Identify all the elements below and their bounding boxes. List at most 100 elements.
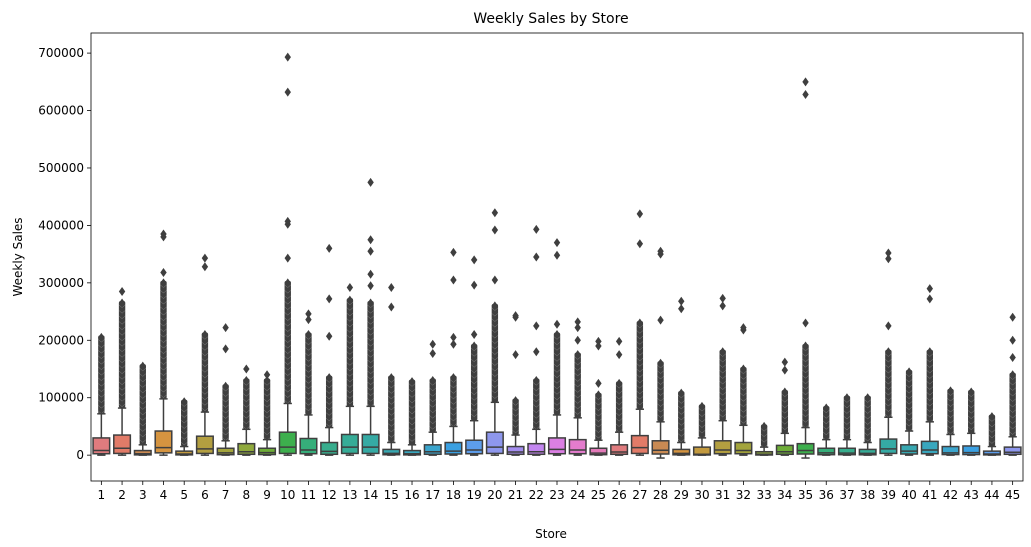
box-store-7: [216, 323, 235, 456]
outlier-marker-edge: [532, 387, 540, 392]
outlier-marker-edge: [864, 416, 872, 420]
outlier-point: [325, 331, 333, 341]
outlier-marker-edge: [429, 426, 437, 430]
outlier-marker-edge: [740, 420, 747, 424]
outlier-marker-edge: [284, 290, 292, 294]
iqr-box: [610, 444, 629, 456]
outlier-point: [864, 393, 871, 403]
box-store-23: [547, 238, 567, 456]
outlier-point: [823, 403, 830, 413]
outlier-point: [533, 321, 540, 331]
outlier-marker-edge: [222, 404, 229, 408]
x-tick-label: 39: [881, 488, 896, 502]
outlier-marker-edge: [408, 399, 416, 404]
y-tick-label: 300000: [38, 276, 84, 290]
outlier-point: [802, 89, 809, 99]
outlier-band: [843, 395, 851, 440]
outlier-point: [802, 341, 809, 351]
outlier-marker-edge: [180, 420, 188, 424]
iqr-box: [444, 441, 463, 455]
outlier-marker-edge: [1009, 404, 1017, 408]
box-store-42: [941, 386, 960, 456]
outlier-marker-edge: [719, 375, 727, 379]
outlier-marker-edge: [926, 353, 934, 357]
x-tick-label: 23: [549, 488, 564, 502]
outlier-marker-edge: [160, 350, 167, 354]
outlier-band: [988, 414, 996, 447]
outlier-band: [885, 349, 892, 418]
outlier-marker-edge: [470, 386, 478, 390]
outlier-point: [781, 365, 789, 375]
outlier-marker-edge: [553, 407, 561, 412]
outlier-band: [553, 332, 561, 415]
outlier-marker-edge: [885, 381, 892, 385]
outlier-marker-edge: [885, 353, 892, 357]
outlier-point: [367, 298, 374, 308]
outlier-marker-edge: [657, 365, 664, 369]
outlier-marker-edge: [553, 352, 561, 357]
outlier-marker-edge: [139, 422, 147, 427]
outlier-band: [926, 349, 933, 422]
iqr-box: [734, 441, 753, 455]
outlier-marker-edge: [677, 411, 685, 415]
outlier-band: [947, 388, 954, 435]
outlier-point: [843, 393, 851, 403]
outlier-marker-edge: [139, 428, 147, 432]
outlier-point: [781, 357, 789, 367]
x-axis-label: Store: [535, 527, 567, 541]
outlier-marker-edge: [926, 375, 934, 379]
iqr-box: [506, 445, 525, 456]
outlier-marker-edge: [781, 404, 789, 409]
iqr-box: [1003, 446, 1022, 456]
iqr-box: [547, 437, 567, 455]
outlier-marker-edge: [636, 324, 644, 329]
outlier-marker-edge: [118, 354, 126, 358]
outlier-marker-edge: [532, 404, 540, 408]
outlier-marker-edge: [864, 427, 872, 431]
outlier-point: [284, 253, 291, 263]
outlier-marker-edge: [118, 398, 126, 402]
box-store-25: [589, 336, 608, 456]
outlier-marker-edge: [553, 396, 561, 401]
outlier-marker-edge: [118, 359, 126, 363]
outlier-marker-edge: [822, 426, 830, 430]
outlier-marker-edge: [905, 395, 913, 399]
outlier-marker-edge: [719, 414, 727, 418]
x-tick-label: 5: [180, 488, 188, 502]
outlier-point: [760, 421, 768, 431]
outlier-point: [491, 225, 499, 235]
outlier-marker-edge: [491, 362, 499, 366]
outlier-marker-edge: [346, 378, 354, 383]
outlier-point: [160, 229, 167, 239]
outlier-marker-edge: [491, 373, 499, 377]
outlier-point: [636, 239, 644, 249]
outlier-marker-edge: [118, 343, 126, 347]
outlier-marker-edge: [367, 310, 374, 314]
outlier-point: [1009, 335, 1016, 345]
outlier-point: [263, 375, 271, 385]
outlier-marker-edge: [180, 431, 188, 435]
iqr-box: [568, 438, 587, 455]
outlier-marker-edge: [719, 353, 727, 357]
outlier-point: [574, 317, 581, 327]
outlier-point: [98, 332, 105, 342]
outlier-marker-edge: [636, 352, 644, 356]
outlier-marker-edge: [139, 395, 147, 399]
outlier-marker-edge: [284, 284, 292, 288]
outlier-marker-edge: [677, 400, 685, 404]
outlier-marker-edge: [615, 401, 623, 405]
outlier-marker-edge: [305, 374, 312, 379]
outlier-marker-edge: [97, 399, 105, 403]
outlier-marker-edge: [864, 432, 872, 436]
outlier-marker-edge: [242, 415, 250, 419]
outlier-marker-edge: [367, 392, 374, 396]
outlier-point: [367, 281, 374, 291]
outlier-marker-edge: [926, 403, 934, 407]
outlier-marker-edge: [595, 424, 602, 428]
outlier-marker-edge: [491, 329, 499, 333]
outlier-marker-edge: [926, 397, 934, 401]
outlier-marker-edge: [263, 415, 271, 419]
outlier-point: [615, 336, 623, 346]
outlier-marker-edge: [139, 367, 147, 372]
outlier-point: [222, 381, 229, 391]
